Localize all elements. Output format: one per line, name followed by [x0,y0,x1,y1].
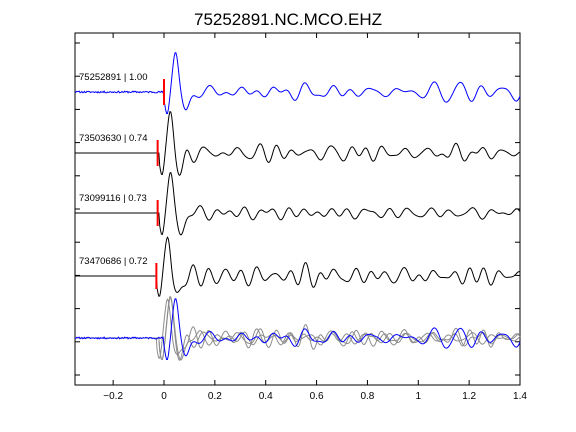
overlay-trace [75,295,521,362]
chart-title: 75252891.NC.MCO.EHZ [194,10,382,29]
x-tick-label: 1.4 [513,391,527,402]
x-tick-label: 0.6 [310,391,324,402]
trace-label: 73503630 | 0.74 [79,133,148,144]
x-tick-label: 0.2 [208,391,222,402]
x-tick-label: 1 [416,391,422,402]
x-tick-label: 0 [161,391,167,402]
trace-label: 75252891 | 1.00 [79,72,148,83]
trace-73503630 [75,110,521,177]
overlay-trace [74,298,521,360]
overlay-trace [75,296,521,361]
x-tick-label: 1.2 [462,391,476,402]
waveform-traces: 75252891 | 1.00 73503630 | 0.74 73099116 |… [74,52,521,297]
x-tick-label: 0.8 [360,391,374,402]
x-tick-label: 0.4 [259,391,273,402]
trace-75252891 [74,52,521,114]
x-tick-label: −0.2 [103,391,123,402]
overlay-stack [74,295,521,362]
trace-label: 73470686 | 0.72 [79,256,148,267]
overlay-trace [75,298,521,359]
x-axis: −0.2 0 0.2 0.4 0.6 0.8 1 1.2 1.4 [103,33,527,402]
trace-73099116 [75,171,521,236]
y-ticks [75,42,520,376]
trace-73470686 [75,236,521,297]
trace-label: 73099116 | 0.73 [79,193,147,204]
